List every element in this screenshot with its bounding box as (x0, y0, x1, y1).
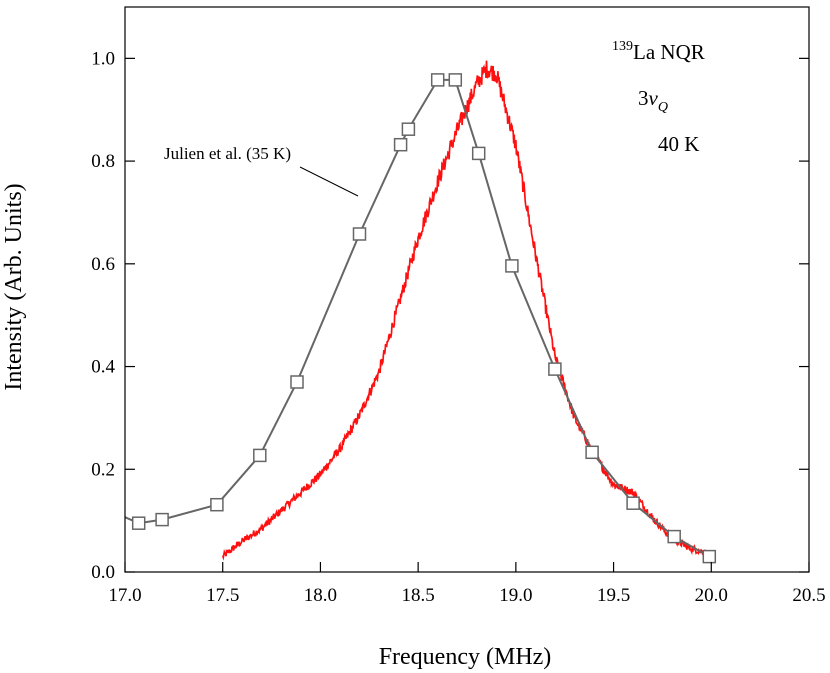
y-tick-label: 0.4 (91, 357, 115, 378)
julien-reference-line (125, 78, 710, 558)
julien-data-point (626, 496, 640, 510)
measured-40k-line (221, 60, 713, 561)
julien-data-point (548, 362, 562, 376)
y-tick-label: 1.0 (91, 48, 115, 69)
julien-data-point (430, 73, 445, 87)
transition-symbol: ν (649, 86, 659, 110)
x-tick-label: 20.0 (695, 585, 728, 606)
x-tick-label: 19.0 (499, 585, 532, 606)
x-tick-label: 18.5 (402, 585, 435, 606)
x-tick-label: 20.5 (792, 585, 825, 606)
transition-subscript: Q (658, 100, 668, 115)
y-tick-label: 0.6 (91, 254, 115, 275)
transition-annotation: 3νQ (638, 86, 668, 115)
julien-data-point (210, 497, 224, 512)
julien-data-point (131, 516, 146, 530)
y-axis-title: Intensity (Arb. Units) (1, 183, 27, 390)
nucleus-label: La NQR (633, 40, 705, 64)
transition-coef: 3 (638, 86, 649, 110)
julien-data-point (155, 512, 169, 527)
julien-data-point (448, 73, 463, 87)
julien-data-point (702, 549, 717, 564)
x-axis-title: Frequency (MHz) (379, 644, 552, 670)
julien-data-point (401, 122, 416, 136)
temperature-annotation: 40 K (658, 132, 699, 156)
y-tick-label: 0.0 (91, 562, 115, 583)
x-tick-label: 17.5 (206, 585, 239, 606)
x-tick-label: 18.0 (304, 585, 337, 606)
x-tick-label: 19.5 (597, 585, 630, 606)
julien-data-point (585, 445, 599, 460)
julien-data-point (253, 448, 267, 463)
nucleus-superscript: 139 (612, 39, 633, 54)
reference-pointer-line (299, 166, 359, 197)
julien-data-point (352, 227, 367, 241)
julien-data-point (393, 137, 408, 152)
julien-data-point (471, 146, 486, 161)
y-tick-label: 0.2 (91, 459, 115, 480)
plot-frame (124, 6, 810, 573)
nucleus-annotation: 139La NQR (612, 39, 705, 64)
julien-data-point (667, 529, 681, 544)
julien-data-point (505, 259, 519, 273)
reference-label: Julien et al. (35 K) (164, 144, 291, 163)
x-tick-label: 17.0 (108, 585, 141, 606)
y-tick-label: 0.8 (91, 151, 115, 172)
julien-data-point (290, 375, 304, 389)
